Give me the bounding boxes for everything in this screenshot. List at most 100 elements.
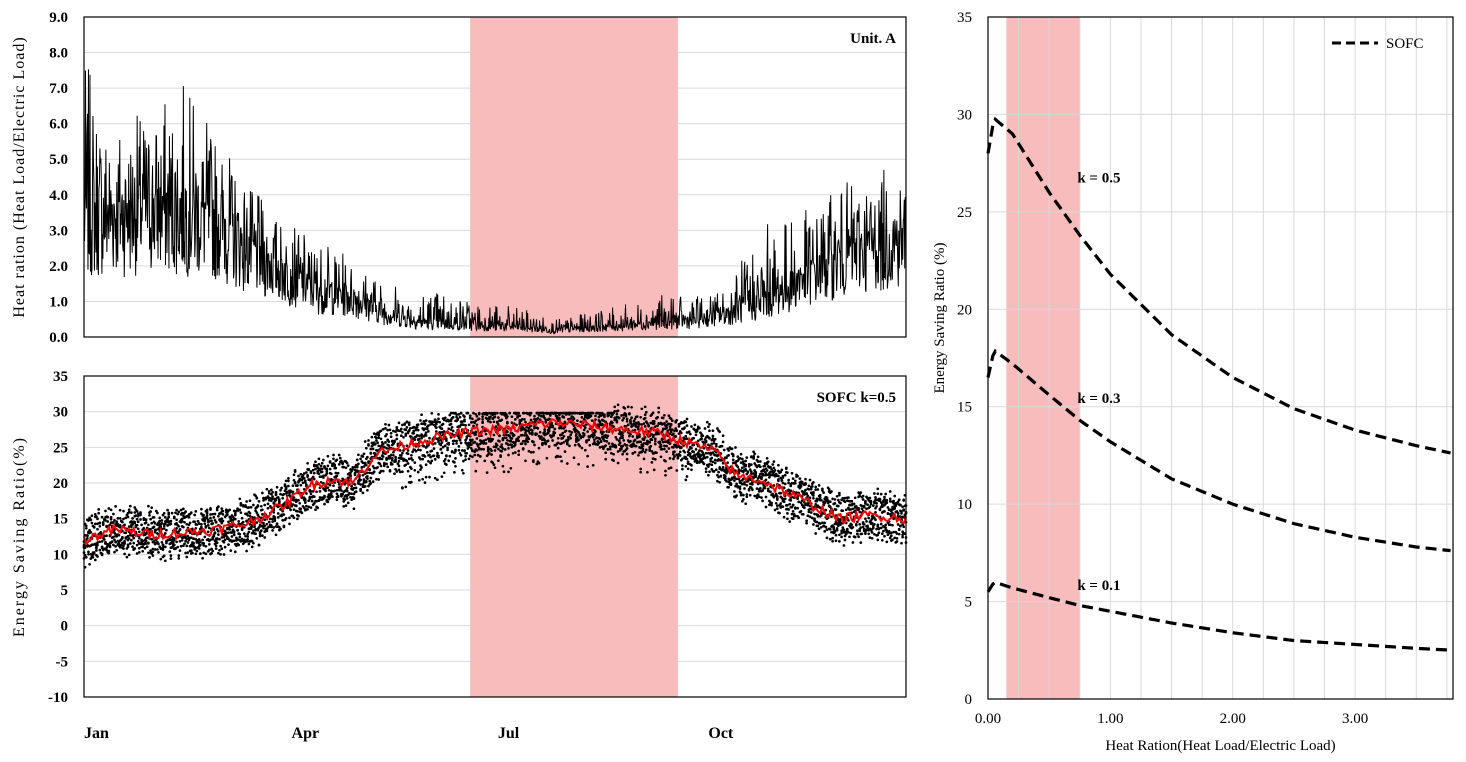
- energy-saving-point: [370, 435, 374, 439]
- energy-saving-point: [93, 522, 97, 526]
- energy-saving-point: [692, 457, 696, 461]
- energy-saving-point: [397, 421, 401, 425]
- energy-saving-point: [744, 463, 748, 467]
- energy-saving-point: [128, 504, 132, 508]
- energy-saving-point: [377, 444, 381, 448]
- energy-saving-point: [177, 510, 181, 514]
- energy-saving-point: [337, 463, 341, 466]
- energy-saving-point: [746, 470, 750, 473]
- energy-saving-point: [102, 547, 106, 551]
- energy-saving-point: [897, 527, 901, 531]
- energy-saving-point: [292, 478, 296, 482]
- energy-saving-point: [543, 438, 547, 442]
- energy-saving-point: [464, 458, 467, 461]
- energy-saving-point: [558, 416, 561, 420]
- energy-saving-point: [723, 474, 727, 478]
- energy-saving-point: [302, 476, 306, 480]
- energy-saving-point: [376, 465, 379, 469]
- energy-saving-point: [709, 459, 713, 463]
- energy-saving-point: [328, 467, 332, 471]
- energy-saving-point: [583, 448, 587, 452]
- energy-saving-point: [506, 430, 509, 434]
- energy-saving-point: [463, 431, 466, 435]
- energy-saving-point: [812, 494, 815, 497]
- energy-saving-point: [532, 459, 535, 462]
- energy-saving-point: [271, 517, 274, 521]
- energy-saving-point: [816, 488, 820, 491]
- sofc-legend-label: SOFC: [1386, 36, 1424, 52]
- energy-saving-point: [299, 472, 303, 476]
- energy-saving-point: [246, 535, 250, 538]
- energy-saving-point: [515, 423, 518, 427]
- energy-saving-point: [833, 522, 837, 526]
- energy-saving-point: [471, 417, 474, 421]
- energy-saving-point: [858, 510, 862, 514]
- energy-saving-point: [185, 555, 189, 559]
- heat-ratio-y-tick-label: 4.0: [49, 188, 68, 204]
- energy-saving-point: [789, 489, 793, 493]
- energy-saving-point: [553, 427, 557, 431]
- energy-saving-point: [517, 411, 521, 415]
- energy-saving-point: [824, 508, 828, 512]
- energy-saving-point: [704, 470, 708, 474]
- energy-saving-point: [307, 499, 311, 503]
- energy-saving-point: [764, 478, 768, 482]
- energy-saving-point: [742, 460, 745, 463]
- energy-saving-point: [880, 503, 884, 507]
- energy-saving-point: [770, 503, 773, 507]
- energy-saving-point: [616, 403, 620, 407]
- energy-saving-point: [315, 490, 318, 494]
- energy-saving-point: [569, 433, 573, 437]
- energy-saving-point: [112, 543, 115, 547]
- energy-saving-point: [185, 522, 189, 526]
- energy-saving-point: [396, 462, 400, 466]
- energy-saving-point: [262, 521, 265, 525]
- energy-saving-point: [832, 525, 836, 529]
- energy-saving-y-tick-label: 0: [61, 619, 69, 635]
- energy-saving-point: [255, 496, 259, 500]
- energy-saving-point: [653, 437, 657, 441]
- energy-saving-point: [876, 524, 880, 528]
- energy-saving-point: [294, 504, 298, 508]
- energy-saving-point: [688, 452, 692, 455]
- energy-saving-point: [414, 428, 418, 432]
- energy-saving-point: [134, 514, 138, 517]
- energy-saving-point: [456, 418, 460, 422]
- energy-saving-point: [324, 489, 327, 493]
- energy-saving-point: [735, 482, 738, 486]
- energy-saving-point: [605, 440, 609, 443]
- energy-saving-point: [175, 508, 178, 512]
- energy-saving-point: [126, 545, 130, 549]
- energy-saving-point: [438, 420, 442, 424]
- energy-saving-point: [212, 516, 216, 519]
- energy-saving-point: [893, 536, 897, 540]
- energy-saving-point: [600, 445, 604, 449]
- energy-saving-point: [157, 542, 160, 546]
- energy-saving-point: [520, 418, 524, 421]
- energy-saving-point: [325, 467, 329, 471]
- energy-saving-point: [476, 443, 480, 447]
- energy-saving-point: [542, 411, 545, 415]
- energy-saving-point: [371, 443, 375, 447]
- energy-saving-point: [899, 524, 902, 528]
- energy-saving-point: [831, 497, 834, 501]
- energy-saving-point: [424, 434, 428, 437]
- energy-saving-point: [835, 528, 839, 532]
- energy-saving-point: [782, 500, 786, 504]
- energy-saving-point: [366, 471, 369, 475]
- energy-saving-point: [257, 543, 261, 547]
- energy-saving-point: [850, 499, 854, 503]
- energy-saving-point: [118, 525, 122, 529]
- energy-saving-point: [419, 468, 422, 471]
- energy-saving-point: [626, 405, 630, 409]
- energy-saving-point: [127, 508, 131, 512]
- energy-saving-point: [838, 493, 841, 497]
- energy-saving-point: [707, 443, 710, 447]
- energy-saving-point: [738, 487, 742, 491]
- energy-saving-point: [379, 464, 383, 468]
- energy-saving-point: [793, 479, 797, 483]
- energy-saving-point: [395, 437, 399, 441]
- energy-saving-point: [341, 492, 344, 496]
- energy-saving-point: [449, 422, 453, 426]
- energy-saving-point: [597, 415, 601, 419]
